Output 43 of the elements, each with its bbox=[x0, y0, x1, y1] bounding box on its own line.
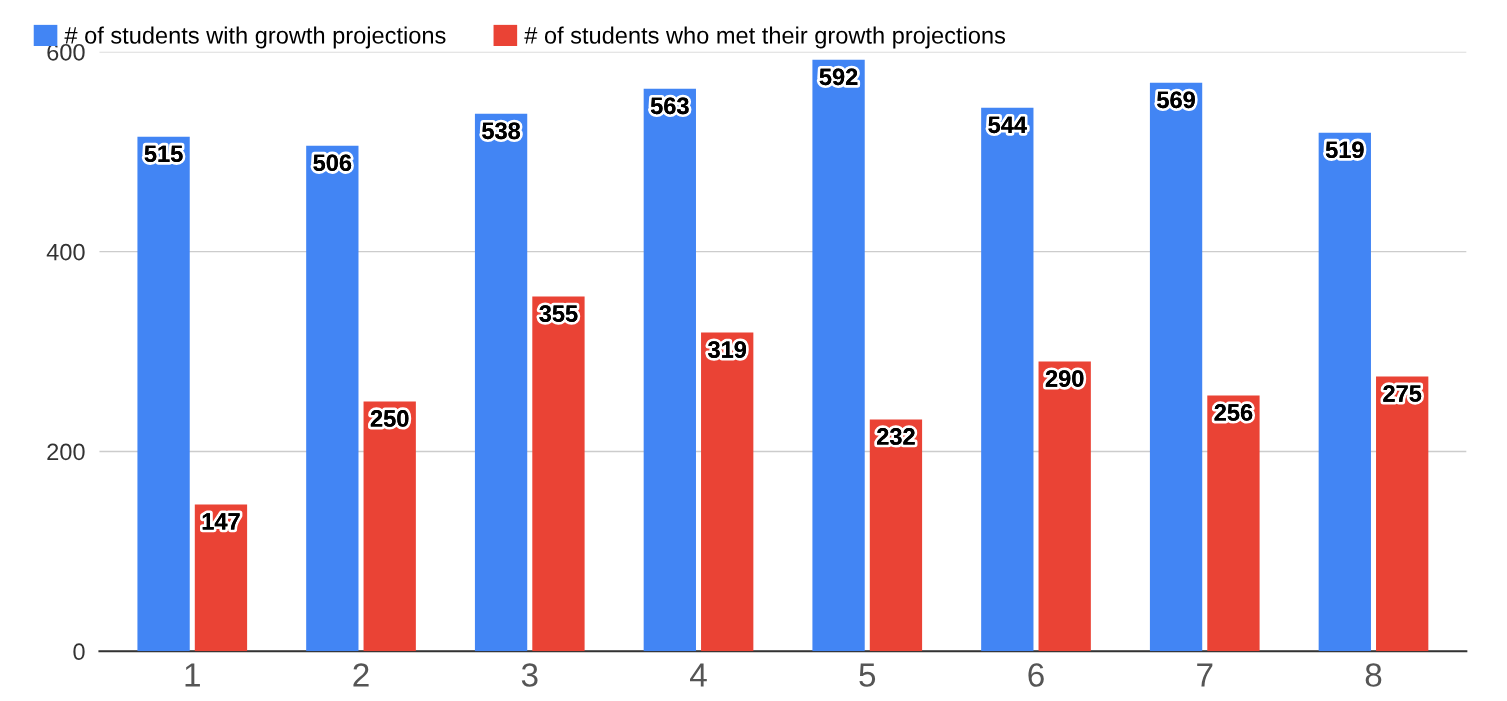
data-label: 232 bbox=[877, 428, 915, 445]
bar bbox=[532, 296, 585, 652]
data-label: 515 bbox=[144, 145, 183, 163]
data-label: 147 bbox=[202, 513, 240, 530]
y-tick-label: 0 bbox=[73, 643, 85, 661]
bar bbox=[869, 419, 923, 652]
x-tick-label: 2 bbox=[353, 663, 369, 687]
bar bbox=[701, 332, 754, 652]
bar bbox=[1038, 361, 1091, 652]
bar bbox=[643, 88, 696, 652]
data-label: 290 bbox=[1045, 370, 1084, 387]
bar bbox=[981, 107, 1034, 652]
data-label: 538 bbox=[482, 122, 521, 140]
x-tick-label: 7 bbox=[1197, 663, 1213, 687]
data-label: 519 bbox=[1325, 141, 1364, 159]
data-label: 592 bbox=[819, 68, 858, 86]
x-tick-label: 1 bbox=[185, 663, 200, 687]
bar bbox=[1149, 82, 1203, 652]
x-tick-label: 5 bbox=[859, 663, 876, 687]
y-tick-label: 400 bbox=[46, 243, 85, 261]
bar bbox=[474, 113, 528, 652]
data-label: 563 bbox=[650, 97, 689, 115]
data-label: 275 bbox=[1383, 385, 1422, 402]
x-tick-label: 4 bbox=[690, 663, 707, 687]
bar bbox=[137, 136, 190, 652]
bar bbox=[1376, 376, 1429, 652]
data-label: 544 bbox=[988, 116, 1027, 134]
bar bbox=[1207, 395, 1260, 652]
data-label: 569 bbox=[1157, 91, 1195, 109]
data-label: 250 bbox=[370, 410, 409, 427]
data-label: 355 bbox=[539, 305, 578, 322]
bar bbox=[812, 59, 865, 652]
bar bbox=[363, 401, 416, 652]
data-label: 256 bbox=[1214, 404, 1253, 421]
data-label: 506 bbox=[313, 154, 352, 172]
bar bbox=[1318, 132, 1371, 652]
y-tick-label: 200 bbox=[47, 443, 85, 461]
x-tick-label: 3 bbox=[521, 663, 538, 687]
x-tick-label: 8 bbox=[1365, 663, 1382, 687]
x-tick-label: 6 bbox=[1028, 663, 1044, 687]
bar bbox=[306, 145, 359, 652]
legend-label: # of students who met their growth projections bbox=[524, 26, 1006, 49]
data-label: 319 bbox=[708, 341, 747, 358]
